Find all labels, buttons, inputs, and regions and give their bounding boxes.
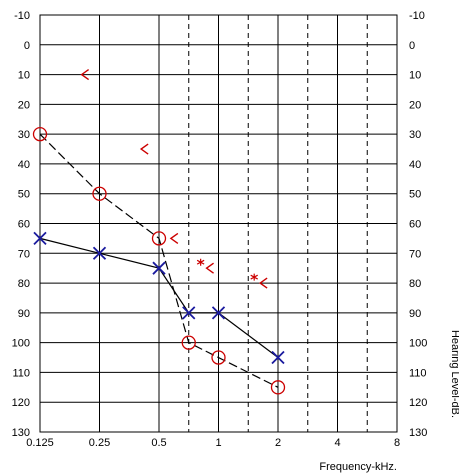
right-y-tick-8: 70 <box>409 248 421 260</box>
series-0-point-4 <box>211 350 226 365</box>
series-1-point-2 <box>152 261 166 275</box>
right-y-tick-5: 40 <box>409 159 421 171</box>
x-tick-labels: 0.125 0.25 0.5 1 2 4 8 <box>26 437 400 449</box>
right-y-tick-9: 80 <box>409 278 421 290</box>
right-y-tick-2: 10 <box>409 70 421 82</box>
right-y-tick-6: 50 <box>409 189 421 201</box>
right-y-tick-labels: -10 0 10 20 30 40 50 60 70 80 90 100 110 120 130 <box>409 10 427 439</box>
x-tick-6: 8 <box>394 437 400 449</box>
y-axis-label-group: Hearing Level-dB. <box>449 330 459 418</box>
x-axis-label: Frequency-kHz. <box>319 461 397 473</box>
series-2-point-3 <box>205 262 214 274</box>
series-0-point-1 <box>92 186 107 201</box>
left-y-tick-11: 100 <box>12 338 30 350</box>
right-y-tick-3: 20 <box>409 99 421 111</box>
left-y-tick-12: 110 <box>12 367 30 379</box>
x-tick-2: 0.5 <box>151 437 166 449</box>
x-tick-0: 0.125 <box>26 437 54 449</box>
left-y-tick-2: 10 <box>18 70 30 82</box>
left-y-tick-0: -10 <box>14 10 30 22</box>
left-y-tick-4: 30 <box>18 129 30 141</box>
left-y-tick-3: 20 <box>18 99 30 111</box>
series-2-point-2 <box>169 232 179 244</box>
series-1-point-1 <box>92 246 107 260</box>
series-3-point-0 <box>196 258 205 266</box>
x-tick-1: 0.25 <box>89 437 110 449</box>
series-1-point-3 <box>182 306 196 320</box>
left-y-tick-10: 90 <box>18 308 30 320</box>
right-y-tick-1: 0 <box>409 40 415 52</box>
right-y-tick-12: 110 <box>409 367 427 379</box>
x-tick-3: 1 <box>215 437 221 449</box>
right-y-tick-7: 60 <box>409 219 421 231</box>
left-y-tick-13: 120 <box>12 397 30 409</box>
series-0-point-5 <box>270 380 286 395</box>
series-1-point-5 <box>271 350 285 365</box>
right-y-tick-0: -10 <box>409 10 425 22</box>
x-tick-4: 2 <box>275 437 281 449</box>
left-y-tick-labels: -10 0 10 20 30 40 50 60 70 80 90 100 110 120 130 <box>12 10 30 439</box>
right-y-tick-13: 120 <box>409 397 427 409</box>
series-1-point-0 <box>33 231 47 246</box>
left-y-tick-8: 70 <box>18 248 30 260</box>
left-y-tick-5: 40 <box>18 159 30 171</box>
series-1-point-4 <box>211 306 226 320</box>
series-0-point-2 <box>151 231 167 246</box>
series-1-x <box>33 231 285 365</box>
right-y-tick-11: 100 <box>409 338 427 350</box>
right-y-tick-14: 130 <box>409 427 427 439</box>
left-y-tick-6: 50 <box>18 189 30 201</box>
series-2-bracket-left <box>80 69 268 289</box>
series-1-line <box>39 237 279 359</box>
right-y-tick-4: 30 <box>409 129 421 141</box>
left-y-tick-9: 80 <box>18 278 30 290</box>
series-3-asterisk <box>196 258 258 281</box>
series-0-point-3 <box>181 335 196 350</box>
series-0-point-0 <box>32 126 48 142</box>
series-3-point-1 <box>250 273 258 281</box>
y-axis-label: Hearing Level-dB. <box>449 330 459 418</box>
series-2-point-0 <box>80 69 90 81</box>
x-tick-5: 4 <box>334 437 340 449</box>
left-y-tick-7: 60 <box>18 219 30 231</box>
series-2-point-4 <box>258 277 268 289</box>
series-layer <box>32 69 286 395</box>
grid-layer <box>39 14 398 433</box>
left-y-tick-1: 0 <box>24 40 30 52</box>
right-y-tick-10: 90 <box>409 308 421 320</box>
series-2-point-1 <box>139 143 149 155</box>
left-y-tick-14: 130 <box>12 427 30 439</box>
